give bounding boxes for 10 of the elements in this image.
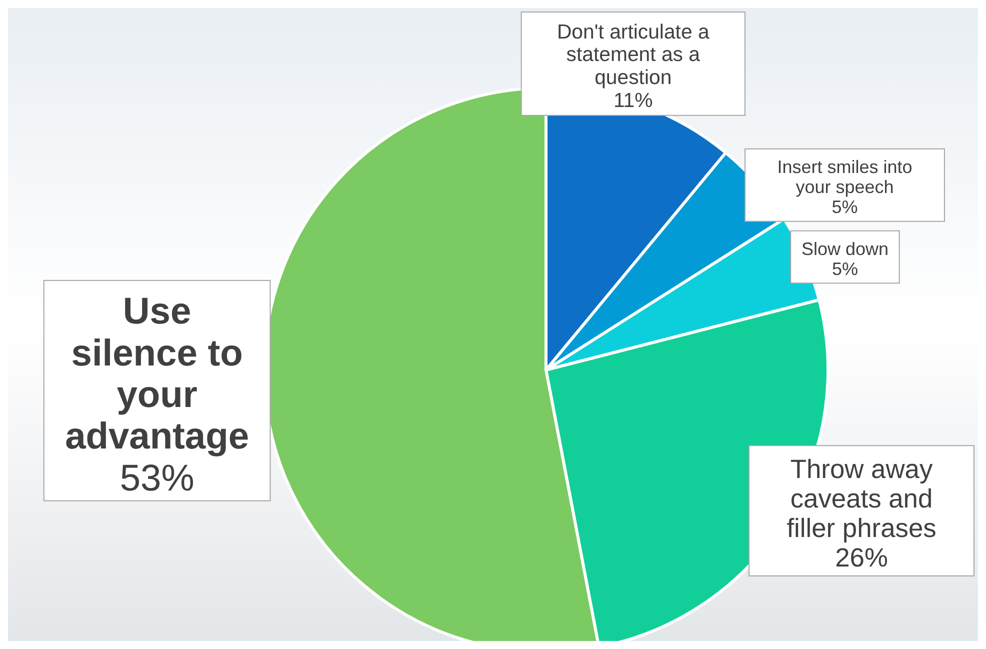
- data-label: 5%: [832, 258, 858, 279]
- data-label: 26%: [835, 542, 888, 573]
- data-label: 53%: [120, 456, 194, 498]
- slice-label: Insert smiles into your speech: [777, 156, 912, 198]
- data-label: 5%: [832, 197, 858, 218]
- data-label: 11%: [613, 90, 653, 112]
- slice-label: Throw away caveats and filler phrases: [786, 454, 936, 544]
- slice-label: Use silence to your advantage: [65, 290, 250, 457]
- slice-label: Slow down: [801, 238, 889, 259]
- slice-label: Don't articulate a statement as a question: [556, 21, 710, 90]
